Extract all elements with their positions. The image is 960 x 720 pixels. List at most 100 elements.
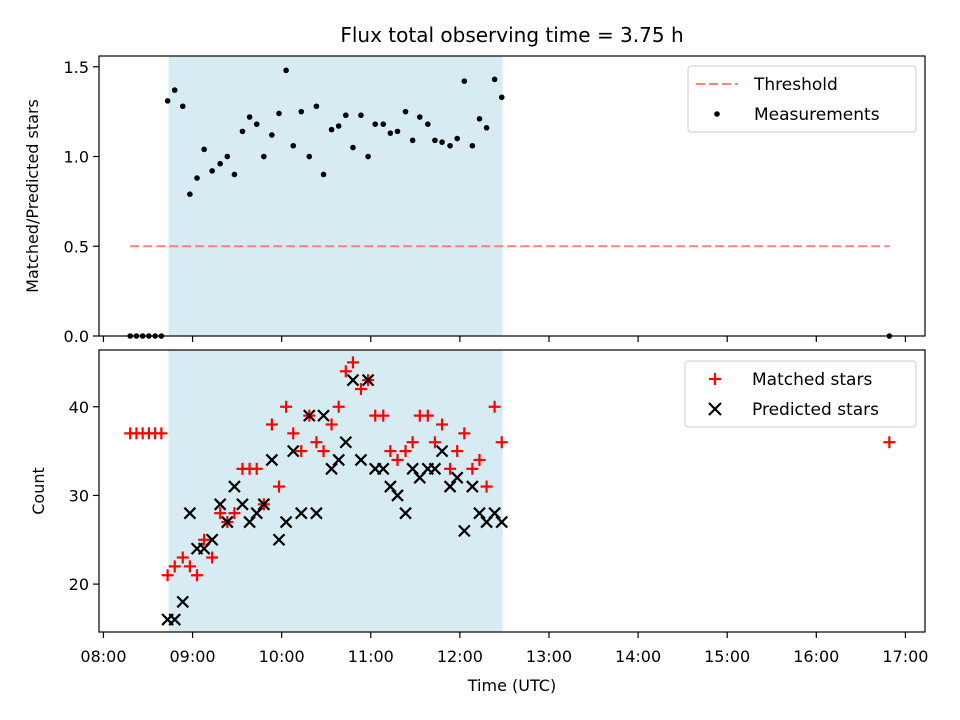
matched-star-point bbox=[250, 462, 263, 475]
measurement-point bbox=[380, 121, 387, 128]
measurement-point bbox=[483, 124, 490, 131]
matched-star-point bbox=[480, 480, 493, 493]
matched-star-point bbox=[310, 436, 323, 449]
matched-star-point bbox=[183, 560, 196, 573]
measurement-point bbox=[402, 108, 409, 115]
xtick-label: 12:00 bbox=[437, 647, 483, 666]
measurement-point bbox=[358, 112, 364, 119]
measurement-point bbox=[179, 103, 186, 110]
legend-top: Threshold Measurements bbox=[687, 65, 917, 133]
legend-matched-swatch bbox=[709, 373, 721, 385]
matched-star-point bbox=[391, 453, 404, 466]
predicted-star-point bbox=[294, 506, 308, 520]
matched-star-point bbox=[436, 418, 449, 431]
shaded-span-top bbox=[168, 56, 503, 336]
predicted-star-point bbox=[399, 506, 412, 520]
predicted-star-point bbox=[286, 444, 300, 458]
measurement-point bbox=[246, 114, 253, 120]
predicted-star-point bbox=[221, 515, 234, 529]
matched-star-point bbox=[317, 445, 330, 458]
measurement-point bbox=[432, 137, 438, 144]
predicted-star-point bbox=[317, 409, 330, 422]
measurement-point bbox=[461, 78, 468, 84]
measurement-point bbox=[187, 191, 193, 198]
predicted-star-point bbox=[272, 533, 286, 547]
matched-star-point bbox=[332, 400, 345, 413]
xtick-label: 13:00 bbox=[526, 647, 572, 666]
measurement-point bbox=[231, 171, 238, 178]
matched-star-point bbox=[354, 383, 367, 396]
matched-star-point bbox=[406, 436, 419, 449]
predicted-star-point bbox=[243, 515, 256, 529]
ytick-label-top: 1.0 bbox=[64, 148, 89, 167]
predicted-star-point bbox=[435, 444, 449, 458]
matched-star-point bbox=[206, 551, 219, 564]
matched-star-point bbox=[295, 445, 308, 458]
predicted-star-point bbox=[332, 453, 345, 467]
matched-star-point bbox=[458, 427, 471, 440]
measurement-point bbox=[217, 160, 223, 167]
measurement-point bbox=[261, 153, 267, 160]
matched-star-point bbox=[339, 365, 352, 378]
predicted-star-point bbox=[458, 524, 471, 538]
matched-star-point bbox=[451, 445, 464, 458]
predicted-star-point bbox=[265, 453, 279, 467]
measurement-point bbox=[372, 121, 379, 128]
predicted-star-point bbox=[346, 373, 360, 387]
xtick-label: 11:00 bbox=[348, 647, 394, 666]
ytick-label-bottom: 20 bbox=[69, 575, 89, 594]
measurement-point bbox=[416, 114, 423, 120]
measurement-point bbox=[328, 126, 335, 133]
legend-measurements-swatch bbox=[714, 111, 720, 117]
xtick-label: 08:00 bbox=[80, 647, 126, 666]
measurement-point bbox=[409, 137, 416, 144]
measurement-point bbox=[320, 171, 327, 178]
predicted-star-point bbox=[279, 515, 293, 529]
panel-flux-ratio: 0.0 0.5 1.0 1.5 Matched/Predicted stars Thr… bbox=[23, 55, 926, 346]
measurement-point bbox=[283, 67, 289, 74]
measurement-point bbox=[491, 76, 498, 83]
measurement-point bbox=[224, 153, 231, 160]
panel-star-counts: 20 30 40 08:00 09:00 10:00 11:00 12:00 13:00 14:… bbox=[29, 349, 928, 695]
predicted-star-point bbox=[303, 409, 316, 422]
ytick-label-bottom: 30 bbox=[69, 486, 89, 505]
predicted-star-point bbox=[236, 498, 249, 511]
matched-star-point bbox=[444, 462, 457, 475]
matched-star-point bbox=[287, 427, 300, 440]
measurement-point bbox=[439, 139, 445, 145]
measurement-point bbox=[335, 123, 342, 129]
measurement-point bbox=[365, 153, 371, 160]
legend-measurements-label: Measurements bbox=[754, 105, 880, 125]
matched-star-point bbox=[466, 462, 479, 475]
matched-star-point bbox=[421, 409, 434, 422]
measurement-point bbox=[276, 110, 282, 117]
predicted-star-point bbox=[257, 498, 271, 511]
plot-frame-top bbox=[98, 55, 926, 337]
matched-star-point bbox=[377, 409, 390, 422]
measurement-point bbox=[171, 87, 178, 93]
legend-top-box bbox=[687, 65, 917, 133]
matched-star-point bbox=[488, 400, 501, 413]
predicted-star-point bbox=[406, 462, 419, 476]
matched-star-point bbox=[399, 445, 412, 458]
matched-star-point bbox=[265, 418, 278, 431]
predicted-star-point bbox=[213, 498, 227, 511]
predicted-star-point bbox=[488, 506, 501, 520]
matched-star-point bbox=[346, 356, 359, 369]
measurement-point bbox=[269, 132, 275, 138]
measurement-point bbox=[253, 121, 260, 128]
measurement-point bbox=[424, 121, 431, 128]
matched-star-point bbox=[495, 436, 508, 449]
matched-star-point bbox=[325, 418, 338, 431]
matched-star-point bbox=[161, 569, 174, 582]
matched-star-point bbox=[191, 569, 204, 582]
xtick-label: 14:00 bbox=[615, 647, 661, 666]
matched-star-point bbox=[428, 436, 441, 449]
ytick-label-top: 0.0 bbox=[64, 327, 89, 346]
predicted-star-point bbox=[183, 506, 197, 520]
plot-frame-bottom bbox=[98, 349, 926, 633]
ylabel-bottom: Count bbox=[29, 467, 48, 515]
measurement-point bbox=[454, 135, 461, 142]
predicted-star-point bbox=[391, 489, 404, 502]
